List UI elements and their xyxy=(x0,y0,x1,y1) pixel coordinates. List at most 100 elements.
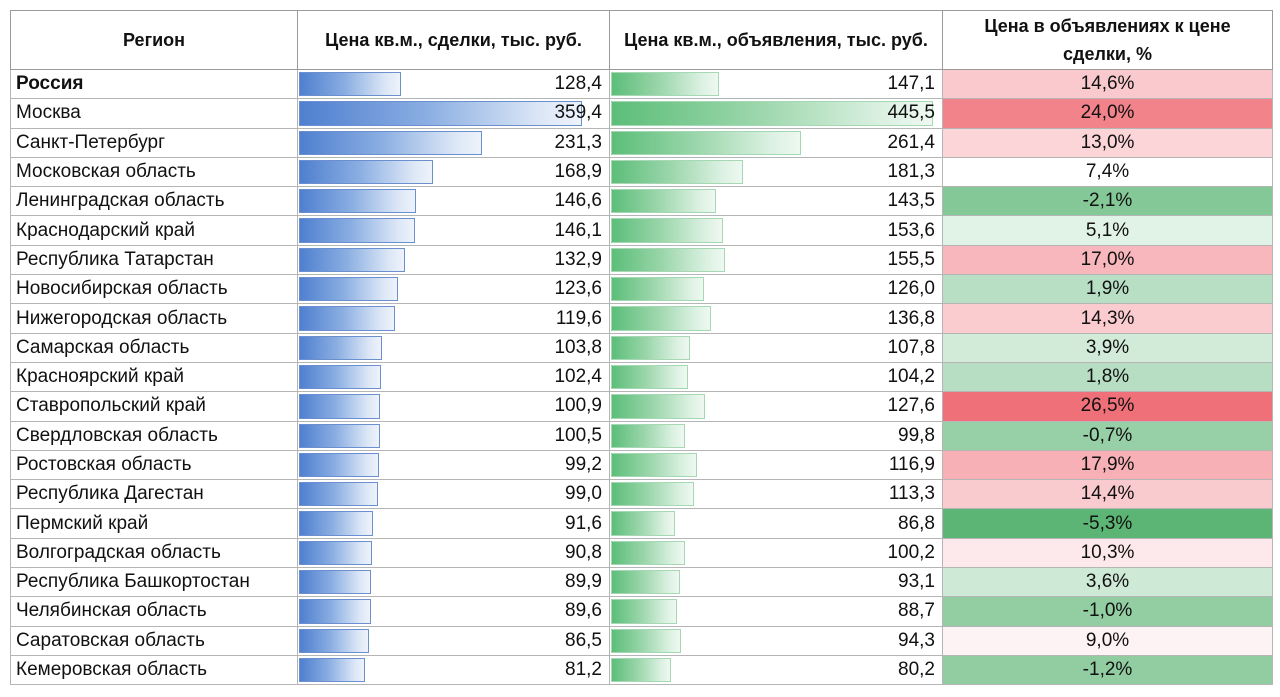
listings-price-value: 181,3 xyxy=(887,161,935,183)
ratio-value: 3,9% xyxy=(942,332,1273,363)
deals-price-value: 89,6 xyxy=(565,600,602,622)
deals-data-bar xyxy=(299,277,398,302)
region-name: Республика Татарстан xyxy=(10,244,298,276)
deals-data-bar xyxy=(299,452,379,478)
listings-price-cell: 147,1 xyxy=(609,68,943,100)
listings-price-cell: 261,4 xyxy=(609,127,943,158)
listings-price-value: 100,2 xyxy=(887,541,935,563)
listings-data-bar xyxy=(611,159,743,185)
deals-price-value: 100,9 xyxy=(554,395,602,417)
deals-price-cell: 146,1 xyxy=(297,215,610,246)
deals-data-bar xyxy=(299,511,373,536)
ratio-value: 1,8% xyxy=(942,361,1273,393)
header-ratio: Цена в объявлениях к цене сделки, % xyxy=(942,10,1273,70)
deals-data-bar xyxy=(299,101,582,126)
region-name: Пермский край xyxy=(10,508,298,539)
ratio-value: 7,4% xyxy=(942,156,1273,188)
deals-data-bar xyxy=(299,72,401,97)
deals-data-bar xyxy=(299,247,405,273)
ratio-value: 3,6% xyxy=(942,567,1273,598)
listings-data-bar xyxy=(611,218,723,243)
region-name: Саратовская область xyxy=(10,625,298,656)
listings-data-bar xyxy=(611,452,697,478)
listings-price-value: 445,5 xyxy=(887,102,935,124)
region-name: Республика Дагестан xyxy=(10,479,298,510)
ratio-value: 1,9% xyxy=(942,274,1273,305)
deals-price-cell: 168,9 xyxy=(297,156,610,188)
table-row: Ростовская область 99,2 116,9 17,9% xyxy=(10,449,1273,481)
deals-price-cell: 86,5 xyxy=(297,625,610,656)
table-row: Свердловская область 100,5 99,8 -0,7% xyxy=(10,420,1273,451)
region-name: Москва xyxy=(10,98,298,129)
deals-price-value: 132,9 xyxy=(554,248,602,270)
table-row: Самарская область 103,8 107,8 3,9% xyxy=(10,332,1273,363)
ratio-value: 13,0% xyxy=(942,127,1273,158)
deals-price-cell: 100,9 xyxy=(297,391,610,422)
table-body: Россия 128,4 147,1 14,6% Москва 359,4 445,5 24,… xyxy=(10,68,1273,686)
ratio-value: 17,0% xyxy=(942,244,1273,276)
listings-price-cell: 445,5 xyxy=(609,98,943,129)
table-row: Санкт-Петербург 231,3 261,4 13,0% xyxy=(10,127,1273,158)
deals-price-cell: 91,6 xyxy=(297,508,610,539)
deals-price-value: 102,4 xyxy=(554,366,602,388)
deals-price-value: 359,4 xyxy=(554,102,602,124)
deals-data-bar xyxy=(299,306,395,331)
deals-price-value: 231,3 xyxy=(554,131,602,153)
table-row: Республика Дагестан 99,0 113,3 14,4% xyxy=(10,479,1273,510)
region-name: Красноярский край xyxy=(10,361,298,393)
table-row: Волгоградская область 90,8 100,2 10,3% xyxy=(10,537,1273,569)
listings-price-value: 86,8 xyxy=(898,512,935,534)
listings-data-bar xyxy=(611,511,675,536)
listings-price-cell: 113,3 xyxy=(609,479,943,510)
region-name: Россия xyxy=(10,68,298,100)
deals-data-bar xyxy=(299,540,372,566)
region-name: Ростовская область xyxy=(10,449,298,481)
listings-price-value: 99,8 xyxy=(898,424,935,446)
listings-price-cell: 100,2 xyxy=(609,537,943,569)
deals-data-bar xyxy=(299,423,380,448)
deals-data-bar xyxy=(299,482,378,507)
deals-price-cell: 99,2 xyxy=(297,449,610,481)
listings-price-cell: 86,8 xyxy=(609,508,943,539)
deals-price-value: 146,1 xyxy=(554,219,602,241)
listings-price-cell: 93,1 xyxy=(609,567,943,598)
table-row: Пермский край 91,6 86,8 -5,3% xyxy=(10,508,1273,539)
table-row: Красноярский край 102,4 104,2 1,8% xyxy=(10,361,1273,393)
region-name: Нижегородская область xyxy=(10,303,298,334)
ratio-value: 9,0% xyxy=(942,625,1273,656)
table-row: Республика Башкортостан 89,9 93,1 3,6% xyxy=(10,567,1273,598)
deals-data-bar xyxy=(299,657,365,683)
table-row: Московская область 168,9 181,3 7,4% xyxy=(10,156,1273,188)
deals-price-value: 89,9 xyxy=(565,571,602,593)
deals-price-cell: 89,6 xyxy=(297,596,610,627)
deals-price-cell: 102,4 xyxy=(297,361,610,393)
listings-price-cell: 104,2 xyxy=(609,361,943,393)
deals-price-cell: 81,2 xyxy=(297,654,610,686)
deals-price-cell: 89,9 xyxy=(297,567,610,598)
deals-price-cell: 123,6 xyxy=(297,274,610,305)
deals-price-cell: 132,9 xyxy=(297,244,610,276)
listings-data-bar xyxy=(611,628,681,653)
table-row: Ставропольский край 100,9 127,6 26,5% xyxy=(10,391,1273,422)
listings-price-value: 88,7 xyxy=(898,600,935,622)
deals-data-bar xyxy=(299,130,482,155)
deals-price-value: 146,6 xyxy=(554,190,602,212)
listings-price-cell: 107,8 xyxy=(609,332,943,363)
ratio-value: -0,7% xyxy=(942,420,1273,451)
listings-price-cell: 126,0 xyxy=(609,274,943,305)
region-name: Ленинградская область xyxy=(10,186,298,217)
listings-data-bar xyxy=(611,364,688,390)
deals-data-bar xyxy=(299,599,371,624)
listings-price-cell: 80,2 xyxy=(609,654,943,686)
deals-price-cell: 231,3 xyxy=(297,127,610,158)
deals-price-value: 100,5 xyxy=(554,424,602,446)
deals-price-cell: 103,8 xyxy=(297,332,610,363)
deals-price-value: 123,6 xyxy=(554,278,602,300)
deals-price-cell: 146,6 xyxy=(297,186,610,217)
ratio-value: 17,9% xyxy=(942,449,1273,481)
region-name: Краснодарский край xyxy=(10,215,298,246)
deals-data-bar xyxy=(299,570,371,595)
deals-price-value: 81,2 xyxy=(565,659,602,681)
region-name: Новосибирская область xyxy=(10,274,298,305)
table-row: Краснодарский край 146,1 153,6 5,1% xyxy=(10,215,1273,246)
